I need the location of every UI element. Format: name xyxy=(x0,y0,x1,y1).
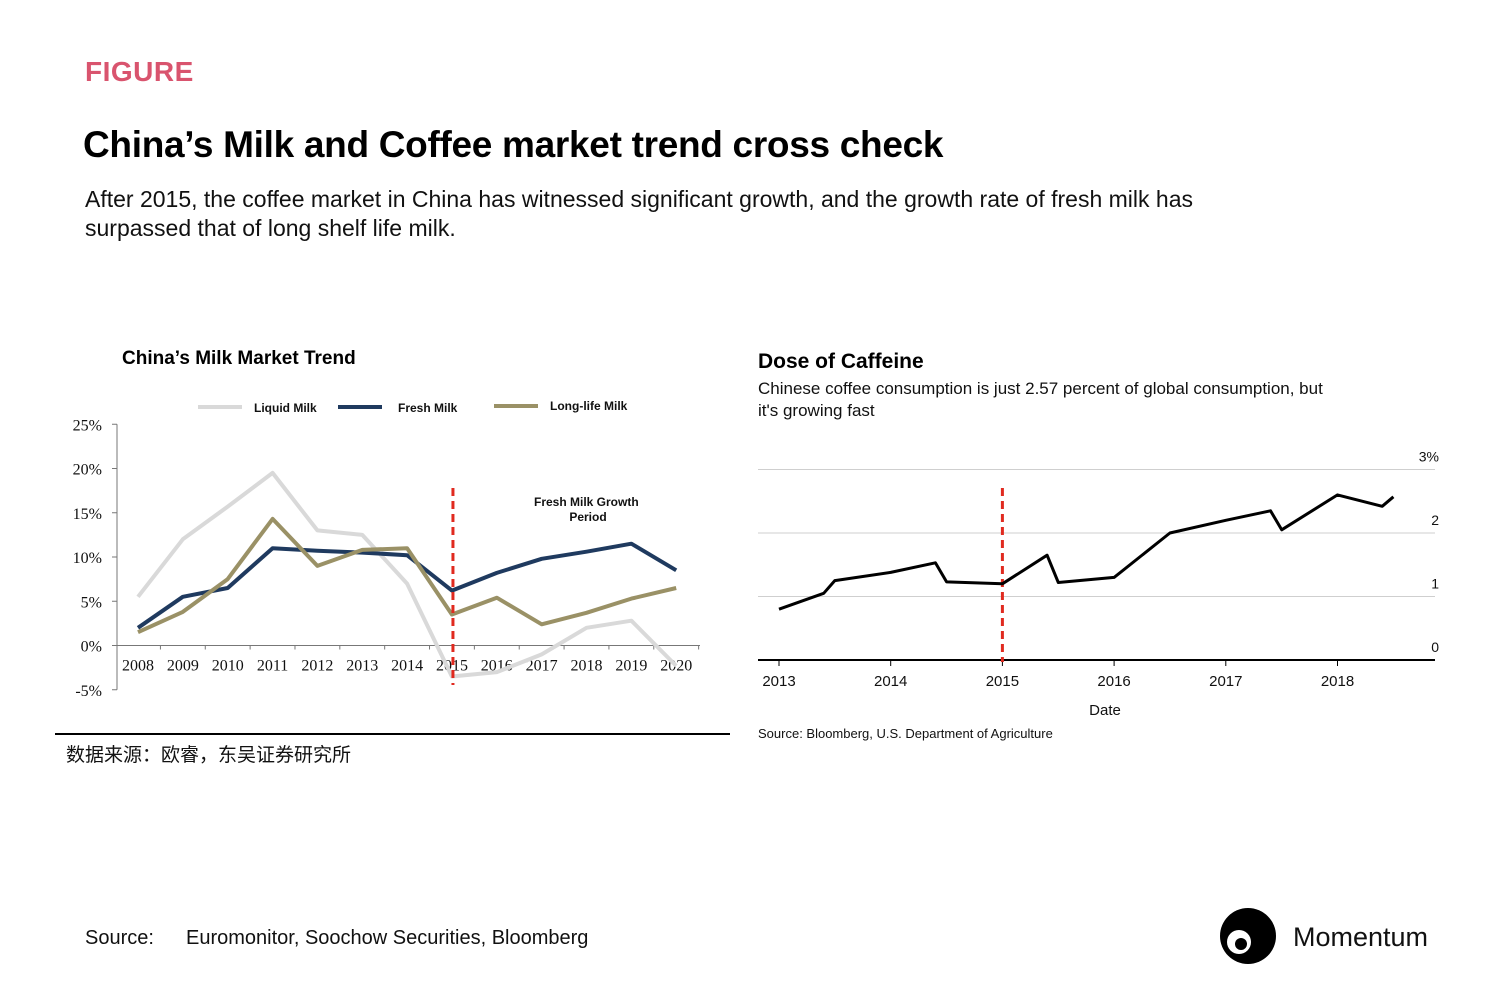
coffee-y-tick-label: 0 xyxy=(1431,639,1439,655)
milk-y-tick-label: -5% xyxy=(75,683,102,700)
milk-series xyxy=(136,470,678,679)
figure-label: FIGURE xyxy=(85,56,194,87)
milk-x-tick-label: 2008 xyxy=(122,658,154,675)
page-title: China’s Milk and Coffee market trend cro… xyxy=(83,124,944,165)
coffee-consumption-chart: Dose of Caffeine Chinese coffee consumpt… xyxy=(758,350,1439,741)
page-subtitle: After 2015, the coffee market in China h… xyxy=(85,186,1193,241)
milk-x-tick-label: 2012 xyxy=(301,658,333,675)
coffee-x-tick-label: 2018 xyxy=(1321,673,1354,690)
milk-y-tick-label: 5% xyxy=(81,594,102,611)
milk-legend: Liquid Milk Fresh Milk Long-life Milk xyxy=(198,399,628,415)
milk-y-tick-label: 20% xyxy=(73,462,102,479)
milk-x-tick-label: 2013 xyxy=(346,658,378,675)
brand-name: Momentum xyxy=(1293,922,1429,952)
coffee-y-axis: 3% 2 1 0 xyxy=(758,449,1439,661)
milk-y-tick-label: 0% xyxy=(81,639,102,656)
milk-chart-source: 数据来源：欧睿，东吴证券研究所 xyxy=(66,744,351,766)
milk-x-tick-label: 2010 xyxy=(212,658,244,675)
legend-label-liquid-milk: Liquid Milk xyxy=(254,401,317,415)
long-life-milk-line xyxy=(137,516,677,635)
coffee-x-axis-label: Date xyxy=(1089,702,1121,719)
footer-source-label: Source: xyxy=(85,927,154,949)
coffee-y-tick-label: 2 xyxy=(1431,512,1439,528)
coffee-x-tick-label: 2017 xyxy=(1209,673,1242,690)
coffee-chart-subtitle: Chinese coffee consumption is just 2.57 … xyxy=(758,379,1328,420)
milk-x-tick-label: 2018 xyxy=(571,658,603,675)
milk-x-tick-label: 2017 xyxy=(526,658,558,675)
legend-label-long-life-milk: Long-life Milk xyxy=(550,399,628,413)
milk-chart-title: China’s Milk Market Trend xyxy=(122,348,356,369)
coffee-x-tick-label: 2016 xyxy=(1097,673,1130,690)
milk-x-tick-label: 2019 xyxy=(615,658,647,675)
legend-label-fresh-milk: Fresh Milk xyxy=(398,401,458,415)
milk-market-chart: China’s Milk Market Trend Liquid Milk Fr… xyxy=(55,348,730,766)
milk-x-tick-label: 2020 xyxy=(660,658,692,675)
coffee-chart-title: Dose of Caffeine xyxy=(758,350,924,373)
liquid-milk-line xyxy=(136,470,678,679)
milk-y-tick-label: 10% xyxy=(73,550,102,567)
coffee-x-tick-label: 2014 xyxy=(874,673,907,690)
milk-y-tick-label: 25% xyxy=(73,417,102,434)
coffee-x-tick-label: 2015 xyxy=(986,673,1019,690)
coffee-x-tick-label: 2013 xyxy=(762,673,795,690)
milk-y-axis: 25% 20% 15% 10% 5% 0% -5% xyxy=(73,417,118,700)
momentum-logo-icon xyxy=(1220,908,1276,964)
coffee-consumption-line xyxy=(778,493,1395,611)
fresh-milk-growth-annotation: Fresh Milk Growth Period xyxy=(534,495,642,524)
milk-y-tick-label: 15% xyxy=(73,506,102,523)
milk-x-tick-label: 2011 xyxy=(257,658,288,675)
coffee-y-tick-label: 3% xyxy=(1419,449,1439,465)
fresh-milk-line xyxy=(136,541,678,630)
milk-x-tick-label: 2014 xyxy=(391,658,423,675)
coffee-chart-source: Source: Bloomberg, U.S. Department of Ag… xyxy=(758,726,1053,741)
footer-source-text: Euromonitor, Soochow Securities, Bloombe… xyxy=(186,927,589,949)
milk-x-axis: 2008 2009 2010 2011 2012 2013 2014 2015 2016 2017… xyxy=(117,645,700,675)
milk-x-tick-label: 2009 xyxy=(167,658,199,675)
coffee-y-tick-label: 1 xyxy=(1431,576,1439,592)
coffee-x-axis: 2013 2014 2015 2016 2017 2018 xyxy=(762,660,1354,690)
